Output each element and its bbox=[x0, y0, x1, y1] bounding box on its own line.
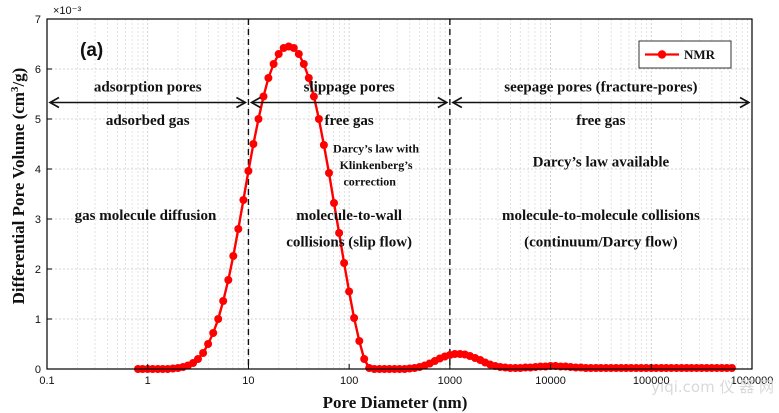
annotation-text: slippage pores bbox=[304, 80, 395, 96]
region-dividers bbox=[247, 19, 451, 369]
data-point bbox=[224, 276, 233, 284]
annotation-text: free gas bbox=[324, 113, 373, 129]
region-arrow bbox=[451, 96, 751, 109]
annotation-text: molecule-to-wall bbox=[296, 208, 402, 224]
annotation-text: free gas bbox=[576, 113, 625, 129]
arrow-head-right bbox=[236, 96, 248, 109]
data-point bbox=[299, 60, 308, 68]
y-tick-label: 0 bbox=[35, 364, 41, 376]
y-axis-label: Differential Pore Volume (cm3/g) bbox=[9, 68, 28, 305]
legend-marker bbox=[657, 50, 667, 59]
arrow-head-right bbox=[739, 96, 751, 109]
data-point bbox=[204, 340, 213, 348]
x-axis-label: Pore Diameter (nm) bbox=[323, 393, 468, 412]
y-tick-label: 6 bbox=[35, 64, 41, 76]
watermark: yiqi.com 仪 器 网 bbox=[651, 378, 774, 396]
data-point bbox=[335, 229, 344, 237]
panel-label: (a) bbox=[80, 40, 103, 61]
annotation-text: Darcy’s law available bbox=[533, 155, 670, 171]
data-point bbox=[309, 92, 318, 101]
data-point bbox=[314, 115, 323, 123]
annotation-text: (continuum/Darcy flow) bbox=[524, 235, 677, 251]
annotation-text: seepage pores (fracture-pores) bbox=[504, 80, 697, 96]
arrow-head-left bbox=[249, 96, 261, 109]
region-arrow bbox=[48, 96, 248, 109]
annotation-text: collisions (slip flow) bbox=[286, 235, 412, 251]
y-tick-label: 3 bbox=[35, 214, 41, 226]
x-ticks: 0.1 1 10 100 1000 10000 100000 1000000 bbox=[39, 364, 773, 387]
data-point bbox=[274, 50, 283, 58]
data-point bbox=[319, 141, 328, 149]
annotation-text: gas molecule diffusion bbox=[75, 208, 217, 224]
y-tick-label: 7 bbox=[35, 14, 41, 26]
y-ticks: 0 1 2 3 4 5 6 7 bbox=[35, 14, 52, 376]
data-point bbox=[727, 364, 736, 372]
arrow-head-right bbox=[437, 96, 449, 109]
annotation-text: correction bbox=[343, 175, 396, 189]
grid bbox=[46, 18, 752, 370]
annotations: adsorption pores adsorbed gas gas molecule… bbox=[75, 80, 700, 251]
y-axis-label-tail: /g) bbox=[9, 68, 28, 88]
data-point bbox=[350, 314, 359, 322]
x-tick-label: 10 bbox=[242, 375, 254, 387]
y-tick-label: 4 bbox=[35, 164, 41, 176]
region-arrow bbox=[249, 96, 449, 109]
data-point bbox=[289, 44, 298, 52]
data-point bbox=[254, 115, 263, 123]
data-point bbox=[234, 225, 243, 233]
annotation-text: adsorption pores bbox=[94, 80, 202, 96]
data-point bbox=[325, 169, 333, 177]
annotation-text: molecule-to-molecule collisions bbox=[502, 208, 700, 224]
y-axis-label-sup: 3 bbox=[9, 86, 21, 92]
data-point bbox=[340, 259, 349, 267]
data-point bbox=[330, 199, 338, 207]
data-point bbox=[345, 287, 354, 296]
data-point bbox=[209, 329, 218, 337]
x-tick-label: 0.1 bbox=[39, 375, 54, 387]
data-point bbox=[355, 337, 364, 345]
x-tick-label: 100000 bbox=[633, 375, 670, 387]
data-point bbox=[244, 167, 253, 175]
y-tick-label: 1 bbox=[35, 314, 41, 326]
data-point bbox=[249, 140, 258, 148]
y-tick-label: 2 bbox=[35, 264, 41, 276]
data-point bbox=[194, 355, 202, 363]
data-point bbox=[294, 50, 303, 58]
x-tick-label: 10000 bbox=[535, 375, 566, 387]
data-point bbox=[219, 297, 228, 305]
data-point bbox=[259, 92, 268, 101]
x-tick-label: 1000 bbox=[438, 375, 462, 387]
annotation-text: adsorbed gas bbox=[106, 113, 190, 129]
annotation-text: Darcy’s law with bbox=[333, 142, 419, 156]
data-point bbox=[199, 349, 208, 357]
arrow-head-left bbox=[451, 96, 463, 109]
data-point bbox=[229, 252, 238, 260]
data-point bbox=[239, 196, 248, 204]
y-scale-exponent: ×10⁻³ bbox=[53, 5, 81, 17]
data-point bbox=[264, 74, 273, 82]
x-tick-label: 100 bbox=[340, 375, 358, 387]
x-tick-label: 1000000 bbox=[731, 375, 774, 387]
legend-label-nmr: NMR bbox=[684, 47, 716, 62]
data-point bbox=[214, 315, 223, 323]
data-point bbox=[304, 74, 313, 82]
plot-frame bbox=[46, 18, 753, 370]
y-axis-label-main: Differential Pore Volume (cm bbox=[9, 92, 28, 304]
legend: NMR bbox=[638, 40, 732, 69]
y-tick-label: 5 bbox=[35, 114, 41, 126]
region-arrows bbox=[48, 96, 751, 109]
data-point bbox=[269, 60, 278, 68]
x-tick-label: 1 bbox=[145, 375, 151, 387]
annotation-text: Klinkenberg’s bbox=[340, 158, 413, 172]
arrow-head-left bbox=[48, 96, 60, 109]
data-point bbox=[360, 355, 369, 363]
